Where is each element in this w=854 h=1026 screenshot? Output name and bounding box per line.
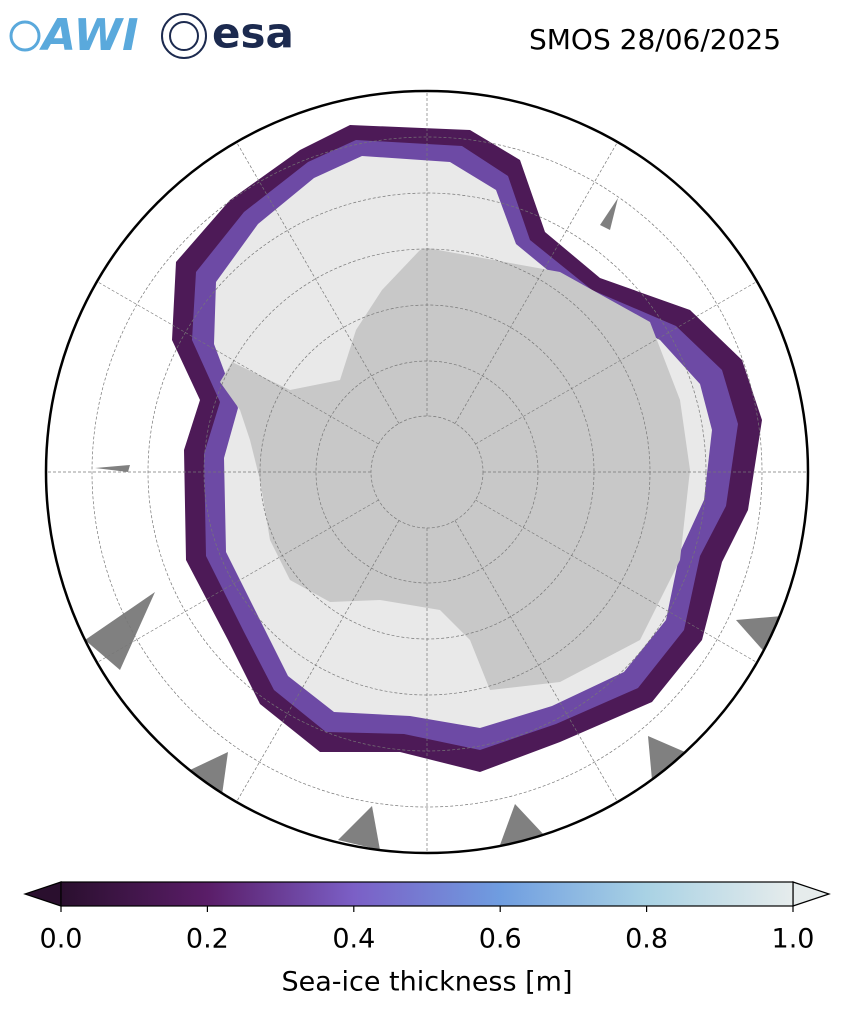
colorbar-tick-label: 0.8	[625, 924, 668, 955]
longitude-line	[96, 499, 379, 663]
esa-icon-inner	[169, 21, 199, 51]
esa-logo: esa	[212, 9, 294, 58]
awi-icon	[9, 20, 41, 52]
antarctica	[220, 248, 690, 690]
longitude-line	[236, 141, 400, 424]
colorbar-extend-max	[792, 881, 831, 907]
logos: AWI esa	[9, 9, 294, 61]
longitude-line	[454, 520, 618, 803]
longitude-line	[475, 499, 758, 663]
map	[46, 91, 808, 853]
colorbar-tick-label: 0.4	[332, 924, 375, 955]
map-border	[44, 89, 810, 855]
awi-logo: AWI	[39, 10, 139, 61]
latitude-line	[91, 136, 763, 808]
colorbar-tick-label: 0.6	[479, 924, 522, 955]
graticule	[46, 91, 808, 853]
colorbar-tick-label: 0.0	[40, 924, 83, 955]
esa-icon	[161, 13, 207, 59]
longitude-line	[454, 141, 618, 424]
colorbar-tick-label: 1.0	[772, 924, 815, 955]
colorbar: 0.0 0.2 0.4 0.6 0.8 1.0	[23, 881, 831, 955]
title: SMOS 28/06/2025	[529, 23, 781, 56]
colorbar-extend-min	[23, 881, 62, 907]
colorbar-label: Sea-ice thickness [m]	[281, 967, 572, 998]
longitude-line	[475, 281, 758, 445]
colorbar-gradient	[60, 881, 794, 907]
colorbar-tick-label: 0.2	[186, 924, 229, 955]
longitude-line	[96, 281, 379, 445]
longitude-line	[236, 520, 400, 803]
